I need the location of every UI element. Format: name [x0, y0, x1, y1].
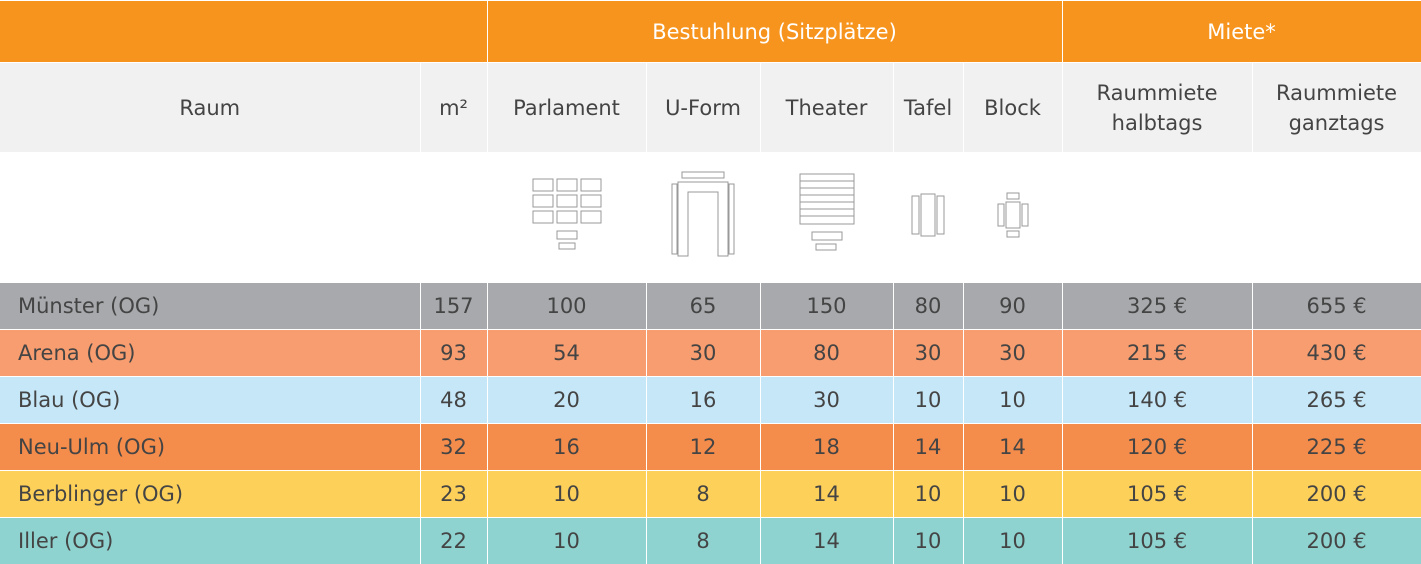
cell: 30: [759, 376, 894, 424]
cell: 65: [645, 282, 761, 330]
cell: 225 €: [1251, 423, 1421, 471]
cell: 8: [645, 470, 761, 518]
cell: 30: [962, 329, 1063, 377]
cell: 14: [892, 423, 964, 471]
cell: 16: [486, 423, 647, 471]
data-row: Berblinger (OG) 23 10 8 14 10 10 105 €200 €: [0, 470, 1421, 518]
empty-cell: [0, 0, 488, 63]
column-header: Parlament: [486, 62, 647, 153]
cell: 22: [419, 517, 488, 564]
cell: 10: [892, 376, 964, 424]
cell: 120 €: [1061, 423, 1253, 471]
cell: 265 €: [1251, 376, 1421, 424]
header-row: Raum m² Parlament U-Form Theater Tafel Block Ra…: [0, 62, 1421, 153]
room-name: Blau (OG): [0, 376, 421, 424]
cell: 90: [962, 282, 1063, 330]
cell: 10: [892, 517, 964, 564]
column-header: Block: [962, 62, 1063, 153]
cell: 32: [419, 423, 488, 471]
data-row: Blau (OG) 48 20 16 30 10 10 140 €265 €: [0, 376, 1421, 424]
data-row: Arena (OG) 93 54 30 80 30 30 215 €430 €: [0, 329, 1421, 377]
cell: 140 €: [1061, 376, 1253, 424]
cell: 48: [419, 376, 488, 424]
cell: 150: [759, 282, 894, 330]
data-row: Neu-Ulm (OG) 32 16 12 18 14 14 120 €225 €: [0, 423, 1421, 471]
cell: 100: [486, 282, 647, 330]
cell: 215 €: [1061, 329, 1253, 377]
cell: 105 €: [1061, 517, 1253, 564]
icon-row: [0, 152, 1421, 283]
cell: 10: [486, 470, 647, 518]
cell: 157: [419, 282, 488, 330]
cell: 20: [486, 376, 647, 424]
icon-cell: [892, 152, 964, 283]
cell: 430 €: [1251, 329, 1421, 377]
cell: 80: [892, 282, 964, 330]
icon-cell: [962, 152, 1063, 283]
cell: 10: [486, 517, 647, 564]
cell: 325 €: [1061, 282, 1253, 330]
cell: 14: [962, 423, 1063, 471]
cell: 14: [759, 517, 894, 564]
data-row: Iller (OG) 22 10 8 14 10 10 105 €200 €: [0, 517, 1421, 564]
room-name: Arena (OG): [0, 329, 421, 377]
cell: 12: [645, 423, 761, 471]
empty-cell: [1061, 152, 1253, 283]
column-header: m²: [419, 62, 488, 153]
cell: 54: [486, 329, 647, 377]
cell: 30: [892, 329, 964, 377]
group-header: Bestuhlung (Sitzplätze): [486, 0, 1063, 63]
cell: 10: [962, 517, 1063, 564]
cell: 80: [759, 329, 894, 377]
empty-cell: [0, 152, 421, 283]
cell: 200 €: [1251, 517, 1421, 564]
icon-cell: [486, 152, 647, 283]
room-name: Münster (OG): [0, 282, 421, 330]
cell: 18: [759, 423, 894, 471]
group-row: Bestuhlung (Sitzplätze) Miete*: [0, 0, 1421, 63]
cell: 200 €: [1251, 470, 1421, 518]
room-name: Iller (OG): [0, 517, 421, 564]
cell: 10: [962, 470, 1063, 518]
cell: 30: [645, 329, 761, 377]
cell: 655 €: [1251, 282, 1421, 330]
cell: 16: [645, 376, 761, 424]
cell: 10: [892, 470, 964, 518]
icon-cell: [645, 152, 761, 283]
column-header: Raummiete halbtags: [1061, 62, 1253, 153]
cell: 105 €: [1061, 470, 1253, 518]
data-row: Münster (OG) 157 100 65 150 80 90 325 €655 €: [0, 282, 1421, 330]
empty-cell: [419, 152, 488, 283]
group-header: Miete*: [1061, 0, 1421, 63]
cell: 23: [419, 470, 488, 518]
room-name: Berblinger (OG): [0, 470, 421, 518]
column-header: Raummiete ganztags: [1251, 62, 1421, 153]
column-header: Raum: [0, 62, 421, 153]
empty-cell: [1251, 152, 1421, 283]
column-header: U-Form: [645, 62, 761, 153]
room-name: Neu-Ulm (OG): [0, 423, 421, 471]
theater-icon: [799, 173, 854, 251]
icon-cell: [759, 152, 894, 283]
cell: 10: [962, 376, 1063, 424]
u-form-icon: [671, 171, 735, 257]
cell: 8: [645, 517, 761, 564]
column-header: Tafel: [892, 62, 964, 153]
tafel-icon: [911, 193, 945, 237]
cell: 93: [419, 329, 488, 377]
column-header: Theater: [759, 62, 894, 153]
cell: 14: [759, 470, 894, 518]
parlament-icon: [532, 178, 601, 250]
block-icon: [997, 192, 1029, 238]
